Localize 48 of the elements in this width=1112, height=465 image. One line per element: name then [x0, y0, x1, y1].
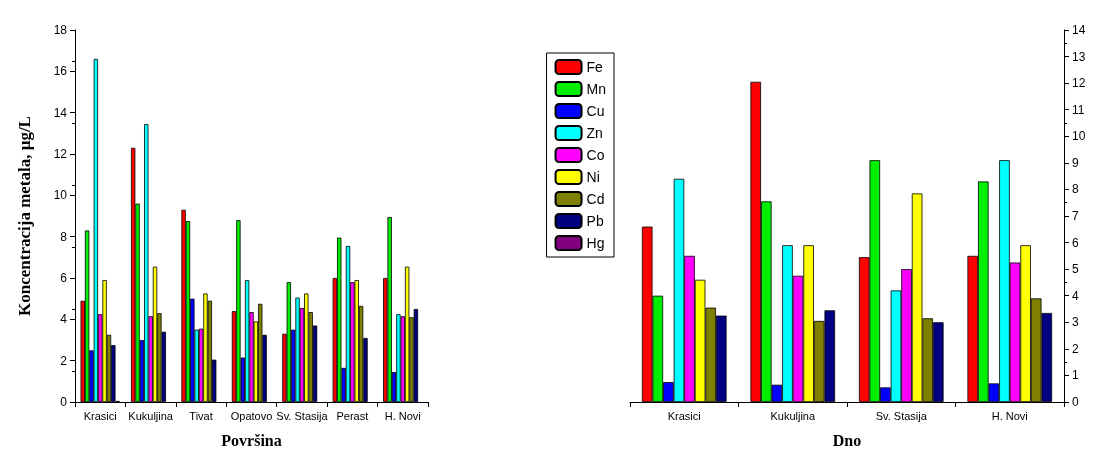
- y-tick-label: 0: [1072, 395, 1079, 409]
- y-tick-label: 4: [1072, 288, 1079, 303]
- y-tick-label: 18: [53, 23, 68, 37]
- y-tick-label: 13: [1072, 49, 1086, 64]
- y-tick-label: 14: [53, 105, 68, 120]
- x-tick-label: Tivat: [189, 409, 213, 422]
- x-tick-label: H. Novi: [384, 409, 421, 422]
- y-tick-label: 2: [60, 353, 68, 368]
- y-tick-label: 9: [1072, 155, 1079, 170]
- y-tick-label: 6: [60, 271, 68, 285]
- x-tick-label: Sv. Stasija: [875, 409, 928, 422]
- y-tick-label: 16: [53, 64, 68, 79]
- y-tick-label: 8: [1072, 182, 1079, 197]
- y-tick-label: 12: [53, 147, 68, 161]
- x-axis-title: Dno: [832, 431, 862, 449]
- y-tick-label: 1: [1072, 368, 1079, 383]
- y-tick-label: 12: [1072, 76, 1086, 91]
- legend-label: Mn: [586, 81, 606, 97]
- y-tick-label: 5: [1072, 262, 1079, 277]
- y-tick-label: 0: [60, 395, 68, 409]
- legend-label: Fe: [586, 59, 604, 75]
- x-tick-label: Krasici: [667, 409, 701, 422]
- y-tick-label: 10: [1072, 129, 1086, 144]
- legend-label: Pb: [586, 213, 604, 229]
- y-tick-label: 10: [53, 188, 68, 203]
- x-tick-label: H. Novi: [991, 409, 1028, 422]
- x-axis-title: Površina: [221, 431, 282, 449]
- y-tick-label: 14: [1072, 23, 1086, 37]
- y-tick-label: 2: [1072, 341, 1079, 356]
- legend-label: Zn: [586, 125, 603, 141]
- legend-label: Hg: [586, 235, 605, 251]
- legend-label: Cd: [586, 191, 605, 207]
- y-tick-label: 11: [1072, 102, 1085, 117]
- x-tick-label: Kukuljina: [128, 409, 174, 422]
- x-tick-label: Krasici: [83, 409, 117, 422]
- y-axis-title: Koncentracija metala, μg/L: [15, 116, 34, 316]
- x-tick-label: Perast: [336, 409, 369, 422]
- x-tick-label: Sv. Stasija: [276, 409, 329, 422]
- legend-label: Co: [586, 147, 605, 163]
- y-tick-label: 6: [1072, 235, 1079, 250]
- legend-label: Cu: [586, 103, 605, 119]
- legend-label: Ni: [586, 169, 600, 185]
- x-tick-label: Kukuljina: [770, 409, 816, 422]
- y-tick-label: 3: [1072, 315, 1079, 330]
- y-tick-label: 4: [60, 312, 68, 327]
- y-tick-label: 7: [1072, 209, 1079, 223]
- y-tick-label: 8: [60, 229, 68, 244]
- x-tick-label: Opatovo: [230, 409, 273, 422]
